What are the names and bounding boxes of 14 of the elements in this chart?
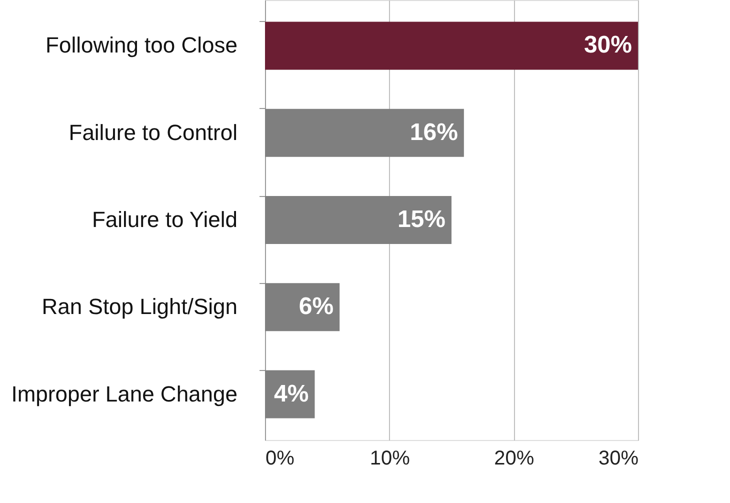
x-tick-label: 0% — [266, 448, 295, 470]
y-tick-label: Improper Lane Change — [11, 381, 238, 406]
y-tick-label: Failure to Control — [68, 120, 238, 145]
data-label: 4% — [274, 380, 309, 408]
y-tick-label: Following too Close — [46, 32, 238, 58]
data-label: 15% — [397, 206, 446, 233]
x-tick-label: 10% — [370, 448, 410, 470]
data-label: 6% — [298, 293, 334, 320]
data-label: 30% — [584, 32, 632, 59]
y-tick-label: Failure to Yield — [92, 207, 238, 232]
x-tick-label: 20% — [494, 448, 534, 470]
x-tick-label: 30% — [598, 448, 639, 470]
data-label: 16% — [410, 118, 458, 146]
y-tick-label: Ran Stop Light/Sign — [42, 294, 238, 320]
